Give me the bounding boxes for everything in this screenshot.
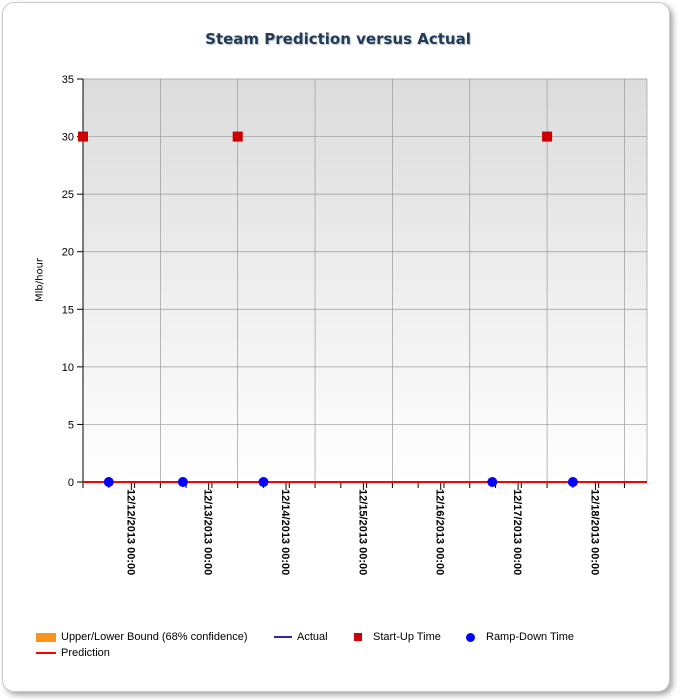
y-tick-label: 10	[62, 362, 74, 374]
x-tick-label: 12/15/2013 00:00	[356, 489, 368, 575]
y-tick-label: 20	[62, 247, 74, 259]
x-tick-label: 12/14/2013 00:00	[279, 489, 291, 575]
legend-swatch-bound	[36, 632, 56, 642]
y-tick-label: 5	[68, 419, 74, 431]
series	[78, 131, 647, 487]
rampdown-marker	[567, 477, 578, 487]
startup-marker	[78, 131, 88, 142]
axes: 0 5 10 15 20 25 30 35 12/12/2013 00:00 12/13/2013…	[62, 74, 647, 575]
y-tick-label: 25	[62, 189, 74, 201]
rampdown-marker	[177, 477, 188, 487]
x-tick-label: 12/13/2013 00:00	[202, 489, 214, 575]
x-tick-label: 12/17/2013 00:00	[511, 489, 523, 575]
legend-label-prediction: Prediction	[61, 647, 110, 659]
y-tick-label: 0	[68, 477, 74, 489]
startup-marker	[232, 131, 243, 142]
legend-item-startup: Start-Up Time	[354, 631, 441, 643]
legend-label-actual: Actual	[297, 631, 328, 643]
y-tick-label: 35	[62, 74, 74, 86]
legend-label-bound: Upper/Lower Bound (68% confidence)	[61, 631, 248, 643]
rampdown-marker	[487, 477, 498, 487]
legend-swatch-rampdown	[466, 632, 475, 642]
legend-item-actual: Actual	[274, 631, 328, 643]
y-tick-label: 15	[62, 304, 74, 316]
grid	[82, 78, 648, 483]
plot-area	[83, 79, 647, 482]
legend-label-startup: Start-Up Time	[373, 631, 441, 643]
legend-swatch-prediction	[36, 652, 56, 654]
startup-marker	[542, 131, 553, 142]
chart-title: Steam Prediction versus Actual	[205, 30, 471, 48]
legend-item-rampdown: Ramp-Down Time	[466, 631, 574, 643]
legend-item-prediction: Prediction	[36, 647, 110, 659]
x-tick-label: 12/16/2013 00:00	[434, 489, 446, 575]
legend-swatch-startup	[354, 633, 362, 641]
legend-swatch-actual	[274, 636, 292, 638]
y-tick-label: 30	[62, 132, 74, 144]
x-tick-label: 12/12/2013 00:00	[124, 489, 136, 575]
legend-label-rampdown: Ramp-Down Time	[486, 631, 575, 643]
x-tick-label: 12/18/2013 00:00	[588, 489, 600, 575]
rampdown-marker	[103, 477, 114, 487]
rampdown-marker	[258, 477, 269, 487]
legend-item-bound: Upper/Lower Bound (68% confidence)	[36, 631, 248, 643]
